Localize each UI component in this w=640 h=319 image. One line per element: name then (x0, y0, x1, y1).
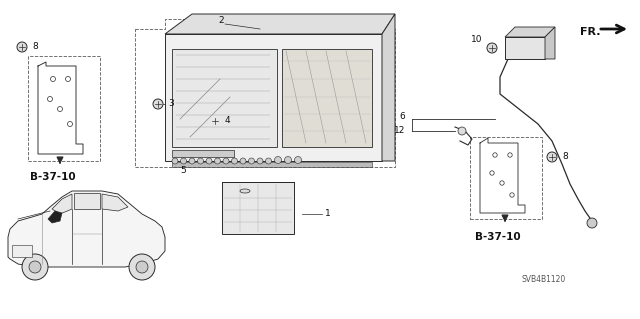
Bar (282, 49, 372, 147)
Ellipse shape (240, 189, 250, 193)
Circle shape (285, 157, 291, 164)
Text: B-37-10: B-37-10 (475, 232, 520, 242)
Circle shape (17, 42, 27, 52)
Circle shape (240, 158, 246, 164)
Polygon shape (8, 191, 165, 267)
Circle shape (180, 158, 186, 164)
Ellipse shape (224, 183, 266, 198)
Text: 4: 4 (225, 116, 230, 125)
Text: B-37-10: B-37-10 (30, 172, 76, 182)
Polygon shape (165, 14, 395, 34)
Text: FR.: FR. (580, 27, 600, 37)
Text: 8: 8 (32, 42, 38, 51)
Text: SVB4B1120: SVB4B1120 (522, 275, 566, 284)
Circle shape (29, 261, 41, 273)
Circle shape (65, 77, 70, 81)
Circle shape (232, 158, 237, 164)
Polygon shape (545, 27, 555, 59)
Circle shape (58, 107, 63, 112)
Bar (172, 49, 277, 147)
Circle shape (510, 193, 514, 197)
Text: 6: 6 (399, 113, 405, 122)
Polygon shape (52, 194, 72, 214)
Bar (28, 56, 100, 161)
Circle shape (508, 153, 512, 157)
Text: 2: 2 (218, 17, 223, 26)
Bar (470, 137, 542, 219)
Circle shape (67, 122, 72, 127)
Polygon shape (74, 193, 100, 209)
Circle shape (587, 218, 597, 228)
Bar (172, 162, 372, 167)
Bar (165, 34, 382, 161)
Polygon shape (102, 194, 128, 211)
Text: 12: 12 (394, 127, 405, 136)
Circle shape (129, 254, 155, 280)
Text: 10: 10 (470, 34, 482, 43)
Circle shape (547, 152, 557, 162)
Circle shape (153, 99, 163, 109)
Circle shape (266, 158, 271, 164)
Circle shape (458, 127, 466, 135)
Circle shape (214, 158, 221, 164)
Circle shape (248, 158, 255, 164)
Circle shape (223, 158, 229, 164)
Circle shape (210, 116, 220, 126)
Bar (222, 182, 294, 234)
Text: 3: 3 (168, 100, 173, 108)
Circle shape (172, 158, 178, 164)
Circle shape (51, 77, 56, 81)
Bar (12, 245, 32, 257)
Circle shape (47, 97, 52, 101)
Circle shape (189, 158, 195, 164)
Text: 5: 5 (180, 167, 186, 175)
Circle shape (500, 181, 504, 185)
Circle shape (487, 43, 497, 53)
Circle shape (275, 157, 282, 164)
Circle shape (22, 254, 48, 280)
Circle shape (136, 261, 148, 273)
Text: 1: 1 (325, 210, 331, 219)
Polygon shape (505, 27, 555, 37)
Polygon shape (382, 14, 395, 161)
Circle shape (198, 158, 204, 164)
Bar (505, 37, 545, 59)
Circle shape (490, 171, 494, 175)
Circle shape (493, 153, 497, 157)
Circle shape (206, 158, 212, 164)
Text: 8: 8 (562, 152, 568, 161)
Circle shape (294, 157, 301, 164)
Polygon shape (48, 211, 62, 223)
Circle shape (257, 158, 263, 164)
Bar (172, 150, 234, 157)
